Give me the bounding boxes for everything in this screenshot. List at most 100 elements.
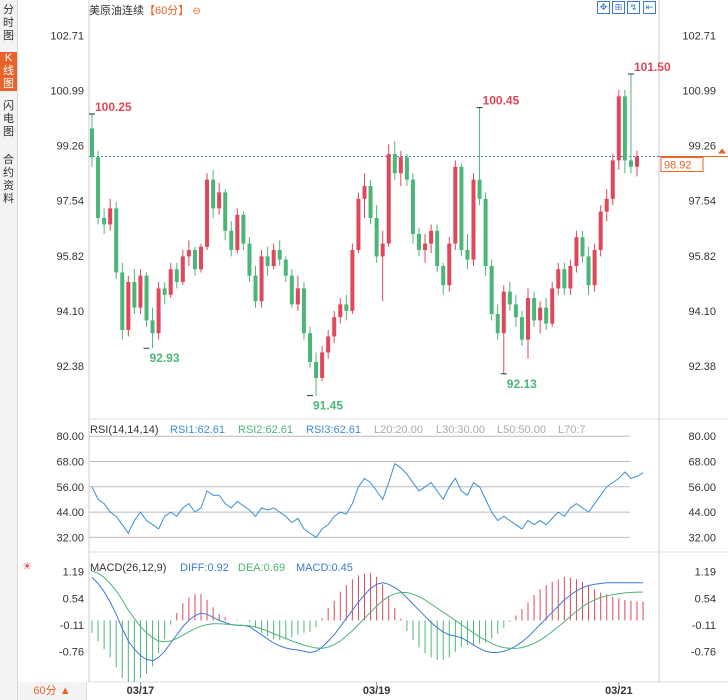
candle-body <box>186 250 191 257</box>
candle-body <box>532 298 537 321</box>
price-tick-left: 92.38 <box>56 361 84 373</box>
candle-body <box>453 166 458 244</box>
candle-body <box>205 179 210 247</box>
macd-legend-item: MACD:0.45 <box>296 562 353 574</box>
candle-body <box>90 128 94 158</box>
candle-body <box>628 160 633 167</box>
candle-body <box>513 304 518 318</box>
candle-body <box>598 211 603 250</box>
candle-body <box>417 234 421 250</box>
candle-body <box>332 317 337 337</box>
x-tick-label: 03/19 <box>363 685 391 697</box>
exit-icon[interactable]: ⇤ <box>643 1 656 14</box>
candle-body <box>144 275 149 321</box>
rsi-tick-right: 80.00 <box>688 431 716 443</box>
candle-body <box>138 275 143 308</box>
expand-icon[interactable]: ✥ <box>597 1 610 14</box>
period-select[interactable]: 60分 ▲ <box>18 682 87 700</box>
candle-body <box>132 282 137 308</box>
period-label[interactable]: 【60分】 <box>144 5 190 17</box>
candle-body <box>168 269 173 295</box>
rsi-tick-right: 44.00 <box>688 507 716 519</box>
sidebar-tab-4[interactable]: 合约资料 <box>3 154 14 205</box>
price-tick-right: 97.54 <box>688 196 716 208</box>
candle-body <box>423 243 428 250</box>
low-label: 92.93 <box>150 351 180 365</box>
current-price-label: 98.92 <box>664 160 692 172</box>
candle-body <box>126 282 131 330</box>
candle-body <box>635 156 639 167</box>
rsi-tick-left: 32.00 <box>56 532 84 544</box>
candle-body <box>374 218 379 257</box>
candle-body <box>338 304 343 318</box>
high-label: 100.25 <box>95 100 132 114</box>
symbol-name: 美原油连续 <box>89 5 144 17</box>
sidebar-tab-3[interactable]: 闪电图 <box>3 100 14 138</box>
macd-tick-right: -0.76 <box>691 647 716 659</box>
candle-body <box>326 336 331 353</box>
crosshair-icon[interactable]: ⊞ <box>612 1 625 14</box>
candle-body <box>180 256 185 282</box>
minus-circle-icon[interactable]: ⊖ <box>192 6 201 17</box>
macd-title: MACD(26,12,9) <box>90 562 166 574</box>
macd-tick-right: -0.11 <box>692 620 716 632</box>
candle-body <box>96 157 101 218</box>
rsi-legend-item: L70:7 <box>558 424 586 436</box>
candle-body <box>410 179 415 234</box>
candle-body <box>235 214 240 250</box>
chart-title: 美原油连续【60分】 ⊖ <box>89 2 201 18</box>
rsi-line <box>91 462 644 539</box>
price-tick-left: 95.82 <box>56 251 84 263</box>
candle-body <box>459 166 464 250</box>
candle-body <box>217 192 222 209</box>
candle-body <box>344 304 349 311</box>
rsi-tick-right: 32.00 <box>688 532 716 544</box>
settings-sun-icon: ☀ <box>22 561 32 573</box>
candle-body <box>404 157 409 180</box>
price-tick-left: 102.71 <box>50 30 84 42</box>
rsi-legend-item: RSI3:62.61 <box>306 424 361 436</box>
candle-body <box>592 250 597 286</box>
rsi-legend-item: L20:20.00 <box>374 424 423 436</box>
candle-body <box>350 250 355 311</box>
macd-tick-left: -0.11 <box>60 620 84 632</box>
macd-diff-line <box>91 576 644 662</box>
candle-body <box>108 208 113 225</box>
candle-body <box>211 179 216 209</box>
candle-body <box>562 269 567 289</box>
candle-body <box>368 186 373 218</box>
candle-body <box>223 192 228 231</box>
candle-body <box>616 96 621 161</box>
candle-body <box>526 298 530 340</box>
candle-body <box>398 157 403 174</box>
candle-body <box>538 307 543 321</box>
candle-body <box>102 218 107 225</box>
candle-body <box>447 243 452 286</box>
candle-body <box>380 243 385 257</box>
candle-body <box>429 230 434 244</box>
candle-body <box>489 266 494 314</box>
candle-body <box>435 230 440 266</box>
macd-tick-left: 0.54 <box>63 593 84 605</box>
candle-body <box>501 291 506 334</box>
rsi-title: RSI(14,14,14) <box>90 424 158 436</box>
indicator-icon[interactable]: ↯ <box>627 1 640 14</box>
candle-body <box>544 307 549 324</box>
macd-tick-right: 1.19 <box>695 567 716 579</box>
low-label: 92.13 <box>507 377 537 391</box>
candle-body <box>362 186 367 199</box>
candle-body <box>314 362 319 378</box>
macd-tick-left: 1.19 <box>63 567 84 579</box>
rsi-tick-left: 68.00 <box>56 457 84 469</box>
price-tick-left: 97.54 <box>56 196 84 208</box>
price-tick-right: 92.38 <box>688 361 716 373</box>
candle-body <box>174 269 179 282</box>
sidebar-tab-1[interactable]: 分时图 <box>3 4 14 42</box>
price-tick-right: 99.26 <box>688 141 716 153</box>
candle-body <box>610 160 615 199</box>
candle-body <box>586 256 591 286</box>
candle-body <box>295 288 300 305</box>
